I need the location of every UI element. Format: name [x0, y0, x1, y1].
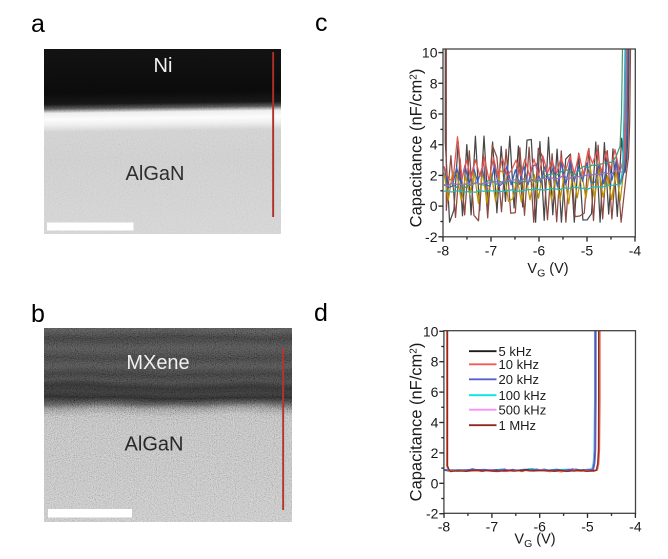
svg-text:AlGaN: AlGaN	[126, 163, 185, 185]
svg-text:AlGaN: AlGaN	[125, 434, 184, 456]
svg-text:4: 4	[431, 415, 439, 431]
svg-text:-4: -4	[629, 519, 642, 535]
svg-text:6: 6	[430, 106, 438, 122]
svg-text:VG (V): VG (V)	[514, 532, 555, 551]
svg-text:-6: -6	[533, 519, 546, 535]
svg-text:10: 10	[423, 323, 439, 339]
svg-text:20 kHz: 20 kHz	[499, 372, 539, 387]
svg-text:2: 2	[431, 445, 439, 461]
svg-text:8: 8	[431, 354, 439, 370]
svg-text:-6: -6	[533, 243, 546, 259]
svg-text:-5: -5	[581, 243, 594, 259]
svg-text:-4: -4	[629, 243, 642, 259]
svg-text:VG (V): VG (V)	[527, 261, 568, 280]
svg-text:-2: -2	[425, 229, 438, 245]
svg-text:10 kHz: 10 kHz	[499, 357, 539, 372]
svg-text:2: 2	[430, 167, 438, 183]
svg-text:100 kHz: 100 kHz	[499, 388, 547, 403]
svg-text:0: 0	[431, 475, 439, 491]
svg-text:6: 6	[431, 384, 439, 400]
svg-text:MXene: MXene	[126, 352, 189, 374]
svg-text:-7: -7	[485, 243, 498, 259]
svg-text:Capacitance (nF/cm2): Capacitance (nF/cm2)	[408, 343, 426, 502]
svg-text:500 kHz: 500 kHz	[499, 402, 547, 417]
svg-text:1 MHz: 1 MHz	[499, 418, 537, 433]
svg-text:0: 0	[430, 198, 438, 214]
svg-text:8: 8	[430, 75, 438, 91]
svg-text:-8: -8	[438, 519, 451, 535]
svg-text:10: 10	[422, 45, 438, 61]
svg-text:-2: -2	[426, 506, 439, 522]
svg-text:5 kHz: 5 kHz	[499, 344, 532, 359]
svg-text:-7: -7	[486, 519, 499, 535]
svg-text:Ni: Ni	[154, 55, 173, 77]
svg-text:-5: -5	[581, 519, 594, 535]
svg-text:-8: -8	[437, 243, 450, 259]
svg-text:Capacitance (nF/cm2): Capacitance (nF/cm2)	[408, 69, 426, 228]
svg-text:4: 4	[430, 137, 438, 153]
